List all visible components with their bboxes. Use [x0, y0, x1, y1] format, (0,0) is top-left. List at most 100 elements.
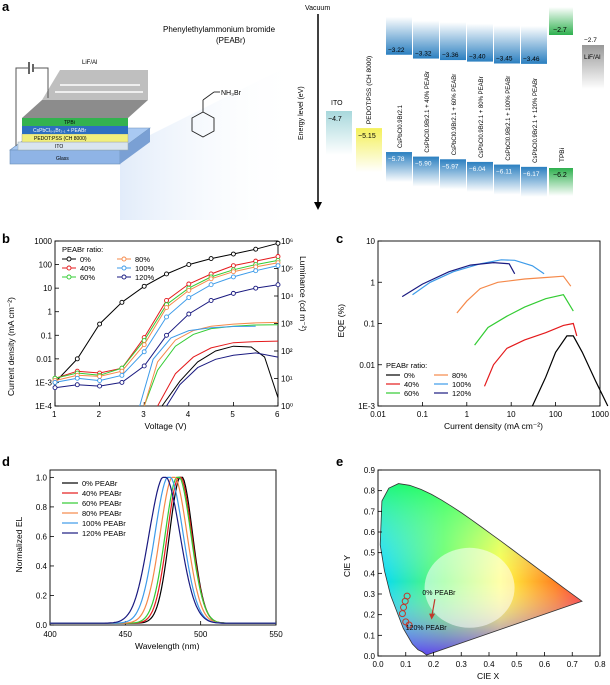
tpbi-layer	[22, 118, 128, 126]
peabr-molecule: Phenylethylammonium bromide (PEABr) NH₃B…	[163, 25, 276, 138]
current-point-120pct-1	[74, 382, 80, 388]
material-name-4: CsPbCl0.9Br2.1 + 60% PEABr	[452, 74, 458, 156]
benzene-ring	[191, 111, 215, 138]
current-point-40pct-5	[164, 298, 169, 303]
y2-tick-label-3: 10³	[281, 320, 293, 329]
d-y-tick-label-4: 0.8	[36, 503, 48, 512]
current-point-80pct-7	[208, 276, 214, 282]
luminance-line-120pct	[166, 352, 279, 407]
legend-label-0: 0%	[80, 255, 91, 264]
current-point-120pct-9	[253, 285, 259, 291]
x-axis-label: Voltage (V)	[145, 421, 187, 431]
current-point-0pct-9	[253, 246, 259, 252]
eqe-line-0pct	[531, 335, 609, 407]
current-point-120pct-3	[119, 379, 125, 385]
d-legend-label-4: 100% PEABr	[82, 519, 126, 528]
e-x-tick-label-2: 0.2	[428, 660, 440, 669]
energy-homo-7: −6.17	[523, 171, 540, 178]
x-tick-label-0: 1	[52, 410, 57, 419]
legend-marker-4	[121, 265, 127, 271]
y-tick-label-7: 1000	[34, 237, 52, 246]
current-point-80pct-8	[230, 269, 236, 275]
d-y-tick-label-1: 0.2	[36, 591, 48, 600]
x-tick-label-4: 5	[230, 410, 235, 419]
luminance-line-0pct	[161, 345, 279, 407]
y-tick-label-6: 100	[39, 261, 53, 270]
homo-bar-6	[494, 164, 520, 195]
lumo-bar-2	[386, 16, 412, 55]
current-point-100pct-7	[208, 282, 214, 288]
panel-label-d: d	[2, 454, 10, 469]
current-point-100pct-9	[253, 268, 259, 274]
x-tick-label-2: 3	[141, 410, 146, 419]
y-tick-label-3: 0.1	[41, 331, 53, 340]
energy-homo-3: −5.90	[415, 161, 432, 168]
c-y-tick-label-1: 0.01	[359, 361, 375, 370]
e-y-tick-label-3: 0.3	[364, 590, 376, 599]
cie-point-3	[398, 610, 406, 618]
x-tick-label-3: 4	[186, 410, 191, 419]
current-point-120pct-10	[275, 282, 281, 288]
e-y-tick-label-4: 0.4	[364, 569, 376, 578]
current-point-0pct-1	[74, 356, 80, 362]
current-point-120pct-2	[97, 383, 103, 389]
c-legend-label-2: 60%	[404, 389, 419, 398]
material-name-lif: LiF/Al	[584, 54, 601, 61]
wire-left	[15, 67, 28, 146]
panel-label-a: a	[2, 0, 10, 14]
e-y-tick-label-2: 0.2	[364, 611, 376, 620]
d-x-axis-label: Wavelength (nm)	[135, 641, 200, 651]
panel-label-c: c	[336, 231, 343, 246]
cathode-top	[22, 100, 148, 118]
energy-level-diagram: Vacuum Energy level (eV) −4.7 ITO −5.15 PED…	[298, 5, 604, 210]
energy-lumo-2: −3.22	[388, 47, 405, 54]
current-point-0pct-3	[119, 299, 125, 305]
y-tick-label-0: 1E-4	[35, 402, 52, 411]
e-x-tick-label-6: 0.6	[539, 660, 551, 669]
e-x-axis-label: CIE X	[477, 671, 500, 681]
current-point-100pct-1	[74, 375, 80, 381]
energy-lumo-7: −3.46	[523, 56, 540, 63]
c-legend-label-0: 0%	[404, 371, 415, 380]
legend-marker-1	[66, 265, 72, 271]
luminance-line-100pct	[139, 325, 256, 407]
d-y-axis-label: Normalized EL	[14, 516, 24, 572]
lumo-bar-5	[467, 23, 493, 62]
current-point-40pct-8	[230, 263, 236, 269]
e-y-axis-label: CIE Y	[342, 555, 352, 577]
c-y-tick-label-4: 10	[366, 237, 375, 246]
vacuum-label: Vacuum	[305, 5, 330, 12]
e-x-tick-label-3: 0.3	[456, 660, 468, 669]
y2-axis-label: Luminance (cd m⁻²)	[298, 256, 308, 332]
legend-marker-0	[66, 256, 72, 262]
energy-lumo-tpbi: −2.7	[553, 27, 567, 34]
luminance-line-80pct	[143, 321, 279, 407]
eqe-line-60pct	[474, 294, 574, 346]
current-point-0pct-2	[97, 321, 103, 327]
current-point-100pct-0	[52, 379, 58, 385]
d-y-tick-label-0: 0.0	[36, 621, 48, 630]
legend-marker-2	[66, 274, 72, 280]
homo-bar-5	[467, 161, 493, 192]
x-tick-label-5: 6	[275, 410, 280, 419]
c-y-tick-label-2: 0.1	[364, 320, 376, 329]
layer-label-perovskite: CsPbCl₀.₉Br₂.₁ + PEABr	[33, 128, 86, 134]
d-legend-label-1: 40% PEABr	[82, 489, 122, 498]
homo-bar-4	[440, 159, 466, 190]
panel-d-plot-frame	[49, 469, 277, 626]
current-point-0pct-8	[230, 251, 236, 257]
panel-label-e: e	[336, 454, 343, 469]
legend-label-1: 40%	[80, 264, 95, 273]
y2-tick-label-4: 10⁴	[281, 292, 294, 301]
current-point-80pct-3	[119, 368, 125, 374]
current-point-100pct-3	[119, 372, 125, 378]
current-point-100pct-8	[230, 274, 236, 280]
lumo-bar-tpbi	[549, 7, 573, 35]
cie-label-top: 0% PEABr	[422, 590, 456, 597]
energy-bar-1	[356, 128, 382, 173]
e-x-tick-label-1: 0.1	[400, 660, 412, 669]
e-y-tick-label-1: 0.1	[364, 631, 376, 640]
energy-axis-arrow	[314, 202, 322, 210]
glass-layer-side	[120, 128, 150, 164]
